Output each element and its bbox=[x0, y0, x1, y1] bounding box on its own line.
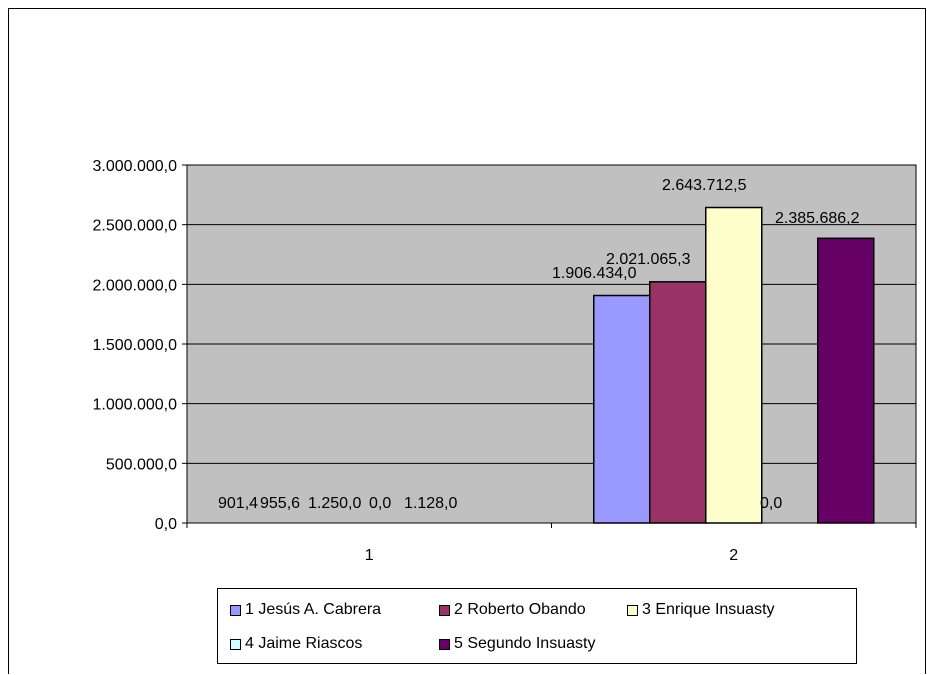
x-tick-label: 1 bbox=[365, 547, 374, 564]
legend-swatch bbox=[627, 604, 638, 616]
y-tick-label: 500.000,0 bbox=[106, 456, 177, 473]
legend-label: 1 Jesús A. Cabrera bbox=[245, 601, 382, 618]
data-label: 1.906.434,0 bbox=[552, 265, 637, 282]
legend-item: 4 Jaime Riascos bbox=[230, 635, 362, 653]
data-label: 955,6 bbox=[260, 495, 300, 512]
data-label: 901,4 bbox=[218, 495, 258, 512]
bar bbox=[593, 294, 651, 524]
legend-swatch bbox=[230, 638, 241, 650]
x-tick-label: 2 bbox=[729, 547, 738, 564]
legend-item: 1 Jesús A. Cabrera bbox=[230, 601, 381, 619]
y-tick-label: 2.500.000,0 bbox=[92, 218, 177, 235]
legend-item: 5 Segundo Insuasty bbox=[439, 635, 595, 653]
legend-swatch bbox=[439, 638, 450, 650]
bar bbox=[705, 206, 763, 524]
y-tick-label: 2.000.000,0 bbox=[92, 277, 177, 294]
legend-item: 2 Roberto Obando bbox=[439, 601, 586, 619]
y-tick-label: 3.000.000,0 bbox=[92, 158, 177, 175]
data-label: 1.250,0 bbox=[308, 495, 361, 512]
bar bbox=[817, 237, 875, 524]
legend-label: 4 Jaime Riascos bbox=[245, 635, 363, 652]
legend-item: 3 Enrique Insuasty bbox=[627, 601, 775, 619]
legend-label: 2 Roberto Obando bbox=[454, 601, 586, 618]
legend-swatch bbox=[230, 604, 241, 616]
y-tick-label: 1.500.000,0 bbox=[92, 337, 177, 354]
legend-swatch bbox=[439, 604, 450, 616]
data-label: 2.643.712,5 bbox=[662, 177, 747, 194]
data-label: 2.021.065,3 bbox=[606, 251, 691, 268]
data-label: 1.128,0 bbox=[404, 495, 457, 512]
legend-label: 5 Segundo Insuasty bbox=[454, 635, 596, 652]
y-tick-label: 1.000.000,0 bbox=[92, 397, 177, 414]
data-label: 0,0 bbox=[760, 495, 782, 512]
y-tick-label: 0,0 bbox=[155, 516, 177, 533]
legend: 1 Jesús A. Cabrera 2 Roberto Obando 3 Enri… bbox=[217, 588, 857, 664]
legend-label: 3 Enrique Insuasty bbox=[642, 601, 775, 618]
bar bbox=[649, 281, 707, 524]
data-label: 0,0 bbox=[369, 495, 391, 512]
data-label: 2.385.686,2 bbox=[775, 210, 860, 227]
